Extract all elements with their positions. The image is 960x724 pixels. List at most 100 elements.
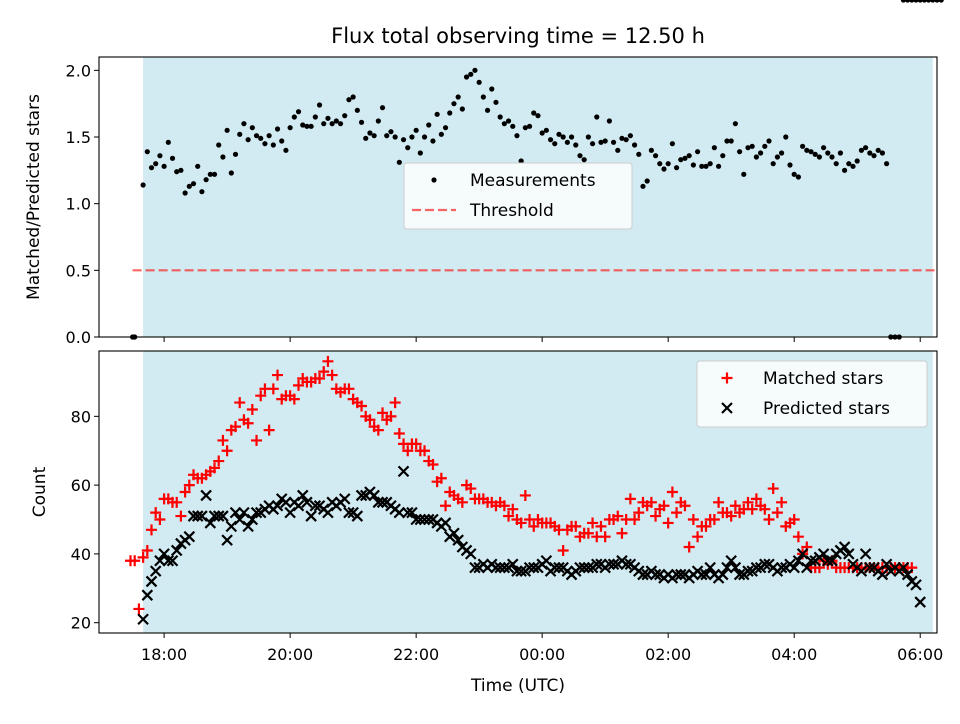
data-point — [700, 520, 712, 532]
data-point — [312, 114, 318, 120]
y-tick-label: 2.0 — [66, 61, 91, 80]
data-point — [804, 147, 810, 153]
data-point — [795, 174, 801, 180]
data-point — [190, 181, 197, 187]
data-point — [242, 417, 254, 429]
data-point — [283, 147, 289, 153]
data-point — [153, 161, 159, 167]
data-point — [211, 171, 218, 177]
data-point — [262, 141, 268, 147]
data-point — [141, 589, 154, 601]
data-point — [742, 496, 754, 508]
data-point — [648, 147, 654, 153]
x-tick-label: 02:00 — [645, 645, 691, 664]
data-point — [603, 558, 616, 570]
data-point — [850, 163, 856, 169]
data-point — [606, 118, 612, 124]
data-point — [650, 510, 662, 522]
legend: Measurements Threshold — [403, 162, 633, 230]
data-point — [855, 565, 868, 577]
data-point — [372, 496, 385, 509]
data-point — [279, 138, 285, 144]
data-point — [657, 161, 663, 167]
data-point — [175, 510, 187, 522]
data-point — [564, 139, 570, 145]
data-point — [917, 0, 923, 3]
data-point — [526, 123, 533, 129]
data-point — [547, 137, 554, 143]
data-point — [590, 558, 603, 570]
data-point — [607, 558, 620, 570]
data-point — [662, 517, 674, 529]
data-point — [757, 150, 764, 156]
data-point — [346, 97, 352, 103]
data-point — [149, 565, 162, 577]
data-point — [161, 163, 167, 169]
data-point — [208, 510, 221, 522]
data-point — [493, 99, 499, 105]
data-point — [732, 121, 738, 127]
data-point — [875, 147, 881, 153]
data-point — [308, 123, 314, 129]
data-point — [476, 79, 482, 85]
data-point — [637, 568, 649, 581]
data-point — [876, 568, 889, 581]
y-tick-label: 1.5 — [66, 128, 91, 147]
data-point — [753, 154, 759, 160]
data-point — [774, 154, 780, 160]
data-point — [682, 155, 688, 161]
data-point — [305, 510, 317, 522]
data-point — [673, 165, 680, 171]
data-point — [620, 558, 632, 570]
data-point — [644, 178, 650, 184]
data-point — [364, 414, 376, 426]
data-point — [745, 145, 751, 151]
data-point — [615, 147, 621, 153]
data-point — [578, 561, 590, 574]
x-tick-label: 20:00 — [267, 645, 313, 664]
data-point — [930, 0, 936, 3]
data-point — [587, 517, 599, 529]
data-point — [137, 613, 149, 626]
data-point — [191, 510, 204, 522]
data-point — [402, 445, 414, 457]
data-point — [742, 565, 754, 577]
data-point — [288, 393, 300, 405]
data-point — [371, 133, 377, 139]
data-point — [812, 151, 818, 157]
data-point — [505, 118, 512, 124]
data-point — [232, 151, 239, 157]
data-point — [543, 127, 549, 133]
data-point — [602, 138, 608, 144]
x-tick-label: 04:00 — [771, 645, 817, 664]
data-point — [713, 496, 725, 508]
data-point — [251, 434, 263, 446]
data-point — [616, 527, 628, 539]
data-point — [879, 150, 886, 156]
data-point — [560, 134, 566, 140]
data-point — [137, 551, 149, 563]
data-point — [858, 147, 865, 153]
data-point — [725, 510, 737, 522]
data-point — [854, 158, 860, 164]
data-point — [905, 0, 911, 3]
legend-marker — [431, 177, 437, 183]
data-point — [253, 133, 260, 139]
data-point — [788, 561, 800, 574]
data-point — [316, 102, 323, 108]
data-point — [837, 150, 844, 156]
data-point — [675, 568, 687, 581]
data-point — [821, 145, 827, 151]
data-point — [266, 133, 272, 139]
data-point — [291, 114, 297, 120]
data-point — [610, 139, 617, 145]
data-point — [515, 517, 527, 529]
data-point — [154, 555, 166, 567]
data-point — [304, 123, 310, 129]
data-point — [523, 561, 536, 574]
x-tick-label: 00:00 — [519, 645, 565, 664]
data-point — [623, 137, 629, 143]
data-point — [182, 190, 188, 196]
data-point — [783, 134, 789, 140]
data-point — [170, 544, 183, 557]
